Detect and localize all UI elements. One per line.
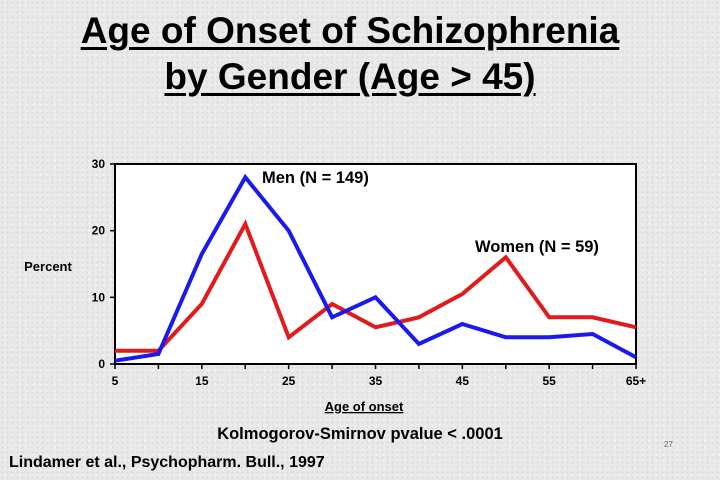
y-tick-label: 10 <box>92 290 106 304</box>
y-axis-label: Percent <box>24 259 72 274</box>
x-tick-label: 15 <box>195 374 209 388</box>
y-tick-label: 20 <box>92 224 106 238</box>
x-tick-label: 25 <box>282 374 296 388</box>
x-tick-label: 55 <box>542 374 556 388</box>
citation: Lindamer et al., Psychopharm. Bull., 199… <box>9 454 325 471</box>
title-line-2: by Gender (Age > 45) <box>164 56 536 97</box>
slide-title: Age of Onset of Schizophrenia by Gender … <box>0 8 700 100</box>
x-tick-label: 35 <box>369 374 383 388</box>
men-series-line <box>114 173 637 363</box>
x-tick-label: 65+ <box>626 374 646 388</box>
plot-frame <box>114 163 637 365</box>
title-line-1: Age of Onset of Schizophrenia <box>80 10 620 51</box>
slide-number: 27 <box>664 440 673 449</box>
x-axis-label: Age of onset <box>325 399 404 414</box>
x-tick-label: 5 <box>112 374 119 388</box>
y-tick-label: 0 <box>98 357 105 371</box>
x-tick-label: 45 <box>456 374 470 388</box>
statistical-test-note: Kolmogorov-Smirnov pvalue < .0001 <box>217 425 503 443</box>
women-series-line <box>115 219 637 353</box>
men-series-label: Men (N = 149) <box>262 169 369 187</box>
y-tick-label: 30 <box>92 157 106 171</box>
women-series-label: Women (N = 59) <box>475 238 599 256</box>
